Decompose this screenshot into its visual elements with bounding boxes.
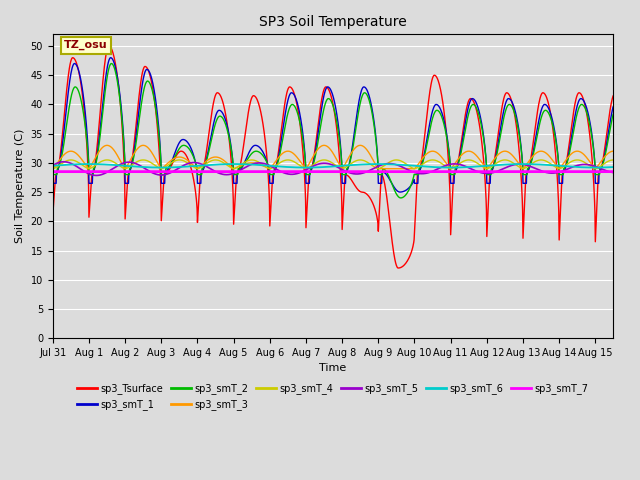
sp3_smT_6 <box>536 162 543 168</box>
sp3_smT_7 <box>473 169 481 175</box>
Line: sp3_smT_1: sp3_smT_1 <box>52 58 613 192</box>
sp3_Tsurface <box>609 93 617 99</box>
sp3_smT_6 <box>474 164 481 169</box>
sp3_smT_1 <box>161 180 168 186</box>
sp3_smT_6 <box>161 165 168 170</box>
sp3_Tsurface <box>105 43 113 49</box>
sp3_smT_5 <box>93 173 100 179</box>
sp3_Tsurface <box>150 92 157 98</box>
sp3_smT_2 <box>49 172 56 178</box>
sp3_smT_4 <box>150 162 157 168</box>
Line: sp3_smT_6: sp3_smT_6 <box>52 164 613 168</box>
Title: SP3 Soil Temperature: SP3 Soil Temperature <box>259 15 407 29</box>
sp3_smT_2 <box>161 172 168 178</box>
sp3_smT_3 <box>150 153 157 159</box>
sp3_smT_1 <box>609 104 617 110</box>
sp3_Tsurface <box>161 172 168 178</box>
sp3_smT_6 <box>49 163 56 168</box>
sp3_smT_4 <box>262 164 269 170</box>
sp3_smT_3 <box>609 148 617 154</box>
sp3_smT_1 <box>150 85 157 91</box>
sp3_smT_6 <box>157 165 165 170</box>
sp3_smT_1 <box>536 114 543 120</box>
sp3_smT_5 <box>49 162 56 168</box>
Line: sp3_smT_3: sp3_smT_3 <box>52 145 613 168</box>
Line: sp3_Tsurface: sp3_Tsurface <box>52 46 613 268</box>
sp3_smT_1 <box>396 189 404 195</box>
sp3_smT_7 <box>211 169 218 175</box>
sp3_smT_7 <box>609 169 617 175</box>
sp3_smT_4 <box>161 165 168 170</box>
sp3_smT_5 <box>211 168 219 174</box>
sp3_smT_6 <box>262 163 270 168</box>
sp3_smT_2 <box>211 123 219 129</box>
sp3_Tsurface <box>394 265 402 271</box>
sp3_Tsurface <box>211 95 219 100</box>
sp3_smT_1 <box>107 55 115 60</box>
sp3_smT_4 <box>609 157 617 163</box>
sp3_smT_4 <box>67 157 75 163</box>
sp3_smT_4 <box>473 160 481 166</box>
Line: sp3_smT_4: sp3_smT_4 <box>52 160 613 168</box>
sp3_smT_1 <box>262 155 269 161</box>
sp3_smT_4 <box>49 166 56 171</box>
sp3_Tsurface <box>474 111 481 117</box>
sp3_smT_2 <box>262 157 269 163</box>
sp3_smT_7 <box>150 169 157 175</box>
sp3_smT_1 <box>49 180 56 186</box>
sp3_smT_6 <box>609 164 617 170</box>
sp3_smT_6 <box>211 162 219 168</box>
sp3_smT_6 <box>85 161 93 167</box>
sp3_smT_5 <box>161 172 168 178</box>
sp3_smT_5 <box>60 159 68 165</box>
X-axis label: Time: Time <box>319 363 347 373</box>
sp3_smT_7 <box>261 169 269 175</box>
sp3_smT_6 <box>150 165 157 170</box>
Line: sp3_smT_2: sp3_smT_2 <box>52 63 613 198</box>
Line: sp3_smT_5: sp3_smT_5 <box>52 162 613 176</box>
sp3_smT_3 <box>535 149 543 155</box>
sp3_smT_3 <box>211 154 219 160</box>
sp3_smT_2 <box>536 121 543 127</box>
sp3_smT_4 <box>211 157 219 163</box>
sp3_smT_3 <box>262 164 269 170</box>
sp3_smT_3 <box>161 164 168 169</box>
sp3_smT_2 <box>397 195 404 201</box>
sp3_smT_5 <box>262 161 270 167</box>
sp3_smT_7 <box>535 169 543 175</box>
Text: TZ_osu: TZ_osu <box>64 40 108 50</box>
sp3_Tsurface <box>262 142 269 147</box>
sp3_smT_7 <box>160 169 168 175</box>
sp3_Tsurface <box>536 97 543 103</box>
sp3_smT_7 <box>49 169 56 175</box>
sp3_smT_2 <box>150 94 157 100</box>
sp3_smT_2 <box>609 112 617 118</box>
sp3_smT_4 <box>535 157 543 163</box>
sp3_smT_3 <box>473 154 481 159</box>
sp3_Tsurface <box>49 213 56 218</box>
sp3_smT_2 <box>474 108 481 113</box>
sp3_smT_1 <box>474 103 481 108</box>
sp3_smT_5 <box>609 169 617 175</box>
sp3_smT_5 <box>536 168 543 173</box>
sp3_smT_3 <box>49 166 56 171</box>
sp3_smT_5 <box>150 171 158 177</box>
sp3_smT_3 <box>103 143 111 148</box>
Legend: sp3_Tsurface, sp3_smT_1, sp3_smT_2, sp3_smT_3, sp3_smT_4, sp3_smT_5, sp3_smT_6, : sp3_Tsurface, sp3_smT_1, sp3_smT_2, sp3_… <box>74 380 593 414</box>
sp3_smT_1 <box>211 116 219 121</box>
Y-axis label: Soil Temperature (C): Soil Temperature (C) <box>15 129 25 243</box>
sp3_smT_5 <box>474 168 481 174</box>
sp3_smT_2 <box>108 60 115 66</box>
